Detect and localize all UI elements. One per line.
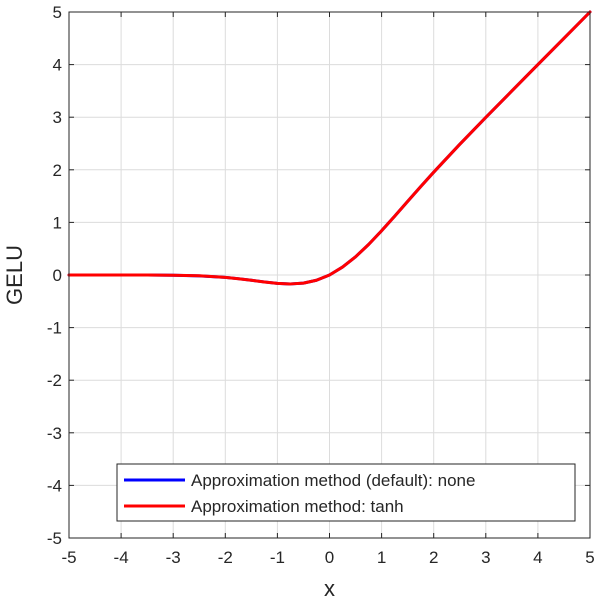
x-tick-label: -1 — [270, 548, 285, 567]
x-tick-label: 2 — [429, 548, 438, 567]
y-tick-label: -4 — [47, 476, 62, 495]
x-tick-label: -4 — [114, 548, 129, 567]
x-tick-label: 5 — [585, 548, 594, 567]
x-tick-labels: -5 -4 -3 -2 -1 0 1 2 3 4 5 — [61, 548, 594, 567]
legend: Approximation method (default): none App… — [116, 463, 576, 522]
series-line-2 — [67, 10, 592, 286]
y-tick-label: 1 — [53, 213, 62, 232]
y-tick-label: -5 — [47, 529, 62, 548]
legend-label-series-2: Approximation method: tanh — [191, 497, 404, 516]
x-tick-label: 1 — [377, 548, 386, 567]
x-tick-label: -3 — [166, 548, 181, 567]
y-axis-label: GELU — [2, 245, 27, 305]
y-tick-label: 5 — [53, 3, 62, 22]
x-axis-label: x — [324, 576, 335, 600]
plot-frame — [68, 11, 591, 539]
y-tick-label: 3 — [53, 108, 62, 127]
x-tick-label: -2 — [218, 548, 233, 567]
y-tick-label: -2 — [47, 371, 62, 390]
y-tick-label: -3 — [47, 424, 62, 443]
x-tick-label: 0 — [325, 548, 334, 567]
legend-label-series-1: Approximation method (default): none — [191, 471, 475, 490]
y-tick-labels: 5 4 3 2 1 0 -1 -2 -3 -4 -5 — [47, 3, 62, 548]
y-tick-label: -1 — [47, 319, 62, 338]
x-tick-label: -5 — [61, 548, 76, 567]
x-tick-label: 4 — [533, 548, 542, 567]
y-tick-label: 2 — [53, 161, 62, 180]
legend-box — [116, 463, 576, 522]
x-tick-label: 3 — [481, 548, 490, 567]
y-tick-label: 0 — [53, 266, 62, 285]
series-lines — [67, 10, 592, 286]
y-tick-label: 4 — [53, 56, 62, 75]
